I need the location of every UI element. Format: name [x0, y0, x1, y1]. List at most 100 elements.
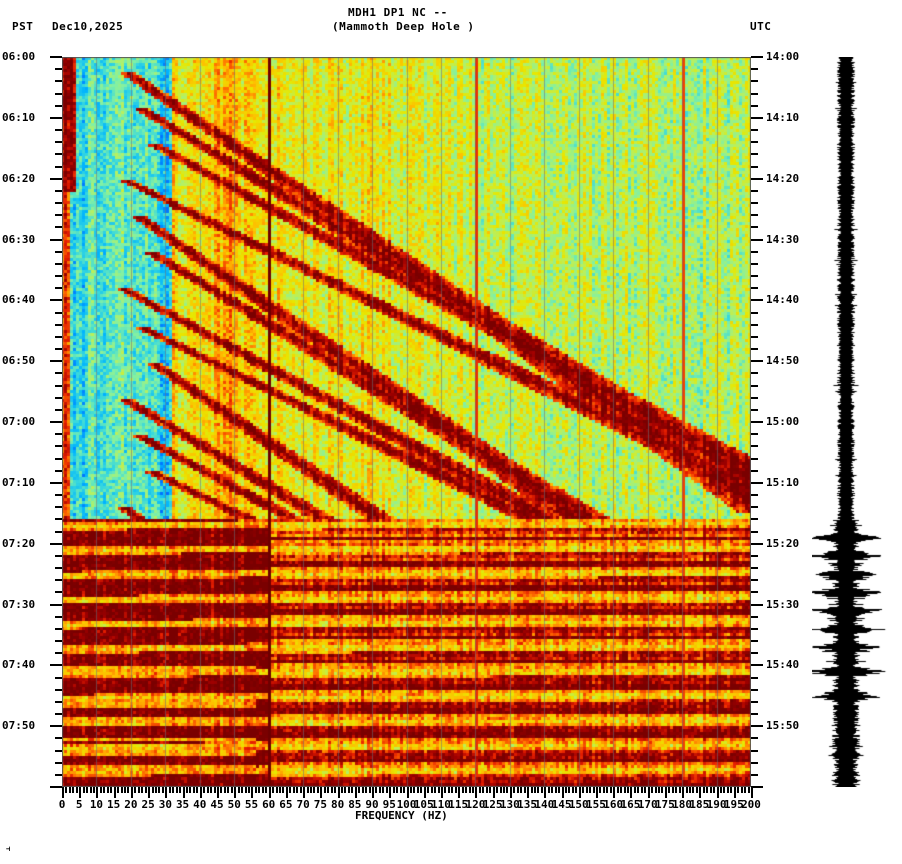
- freq-tick-minor: [403, 787, 406, 793]
- freq-tick-minor: [551, 787, 554, 793]
- freq-tick-minor: [155, 787, 157, 793]
- time-tick-minor: [751, 80, 758, 83]
- freq-tick-minor: [499, 787, 502, 793]
- time-tick-minor: [751, 335, 758, 338]
- freq-tick-minor: [471, 787, 474, 793]
- freq-tick-minor: [396, 787, 399, 793]
- freq-tick-minor: [730, 787, 733, 793]
- freq-tick-label: 95: [382, 798, 396, 811]
- time-tick-minor: [55, 68, 62, 71]
- freq-tick-major: [595, 787, 598, 798]
- time-tick-minor: [55, 688, 62, 691]
- right-time-label: 14:30: [766, 232, 800, 246]
- freq-tick-minor: [210, 787, 213, 793]
- freq-tick-minor: [186, 787, 189, 793]
- freq-tick-major: [492, 787, 495, 798]
- time-tick-minor: [751, 165, 758, 168]
- freq-tick-label: 30: [158, 798, 172, 811]
- time-tick-minor: [751, 457, 758, 460]
- time-tick-major: [50, 481, 62, 484]
- time-tick-minor: [55, 506, 62, 509]
- freq-tick-label: 165: [620, 798, 641, 811]
- time-tick-major: [751, 725, 763, 728]
- freq-tick-major: [527, 787, 530, 798]
- freq-tick-minor: [606, 787, 609, 793]
- freq-tick-minor: [189, 787, 192, 793]
- time-tick-minor: [751, 652, 758, 655]
- time-tick-minor: [55, 652, 62, 655]
- time-tick-major: [50, 603, 62, 606]
- freq-tick-minor: [368, 787, 371, 793]
- timezone-right-label: UTC: [750, 20, 772, 33]
- freq-tick-major: [630, 787, 633, 798]
- freq-tick-minor: [589, 787, 592, 793]
- time-tick-minor: [751, 494, 758, 496]
- time-tick-minor: [55, 433, 62, 436]
- freq-tick-minor: [261, 787, 264, 793]
- left-time-label: 06:30: [2, 232, 36, 246]
- time-tick-minor: [55, 275, 62, 277]
- time-tick-minor: [751, 104, 758, 107]
- time-tick-minor: [751, 141, 758, 144]
- time-tick-minor: [55, 92, 62, 95]
- freq-tick-minor: [237, 787, 240, 793]
- freq-tick-minor: [678, 787, 681, 793]
- time-tick-minor: [751, 567, 758, 569]
- time-tick-minor: [751, 153, 758, 156]
- freq-tick-major: [751, 787, 753, 798]
- freq-tick-major: [251, 787, 254, 798]
- freq-tick-label: 115: [448, 798, 469, 811]
- freq-tick-label: 145: [551, 798, 572, 811]
- time-tick-minor: [751, 773, 758, 776]
- timezone-left-label: PST: [12, 20, 34, 33]
- right-time-label: 15:50: [766, 719, 800, 733]
- freq-tick-minor: [68, 787, 71, 793]
- freq-tick-major: [699, 787, 702, 798]
- freq-tick-major: [372, 787, 375, 798]
- time-tick-minor: [55, 530, 62, 533]
- freq-tick-label: 35: [175, 798, 190, 811]
- freq-tick-major: [165, 787, 168, 798]
- freq-tick-label: 40: [193, 798, 207, 811]
- time-tick-minor: [55, 372, 62, 375]
- time-tick-minor: [751, 214, 758, 217]
- right-time-label: 14:00: [766, 50, 800, 63]
- time-tick-major: [50, 360, 62, 363]
- freq-tick-minor: [72, 787, 75, 793]
- freq-tick-minor: [341, 787, 344, 793]
- time-tick-major: [50, 664, 62, 667]
- freq-tick-label: 80: [330, 798, 345, 811]
- freq-tick-minor: [279, 787, 282, 793]
- spectrogram-plot[interactable]: [62, 57, 751, 787]
- freq-tick-minor: [310, 787, 313, 793]
- time-tick-minor: [55, 250, 62, 253]
- freq-tick-major: [440, 787, 443, 798]
- left-time-label: 07:10: [2, 475, 36, 489]
- freq-tick-minor: [192, 787, 195, 793]
- freq-tick-minor: [434, 787, 437, 793]
- freq-tick-minor: [382, 787, 385, 793]
- freq-tick-minor: [409, 787, 412, 793]
- freq-tick-minor: [65, 787, 68, 793]
- freq-tick-label: 150: [568, 798, 589, 811]
- time-tick-major: [751, 116, 763, 119]
- time-tick-minor: [55, 567, 62, 569]
- freq-tick-label: 190: [706, 798, 727, 811]
- freq-tick-minor: [516, 787, 519, 793]
- freq-tick-minor: [323, 787, 326, 793]
- time-tick-minor: [55, 713, 62, 715]
- freq-tick-minor: [244, 787, 247, 793]
- right-time-label: 14:20: [766, 171, 800, 185]
- time-tick-minor: [55, 445, 62, 448]
- freq-tick-minor: [292, 787, 295, 793]
- freq-tick-minor: [161, 787, 164, 793]
- freq-tick-major: [389, 787, 392, 798]
- freq-tick-label: 125: [482, 798, 503, 811]
- time-tick-minor: [55, 323, 62, 326]
- time-tick-minor: [751, 323, 758, 326]
- freq-tick-minor: [558, 787, 561, 793]
- freq-tick-minor: [599, 787, 602, 793]
- freq-tick-label: 10: [89, 798, 104, 811]
- freq-tick-minor: [564, 787, 567, 793]
- time-tick-major: [751, 542, 763, 545]
